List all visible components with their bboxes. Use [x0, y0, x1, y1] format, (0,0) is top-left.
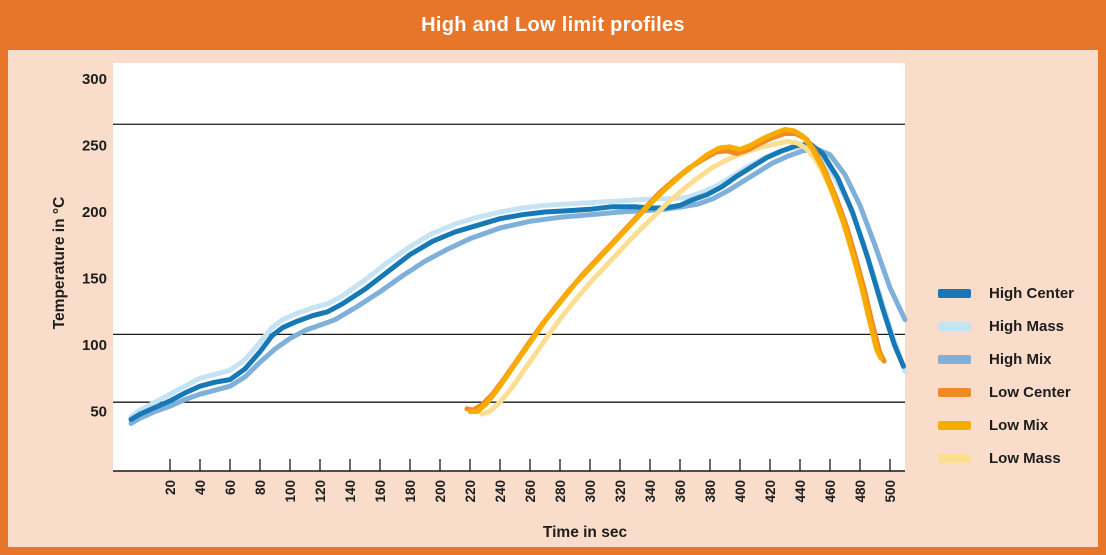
legend-label: Low Center — [989, 384, 1071, 401]
plot-area — [113, 63, 905, 471]
y-tick-label: 250 — [82, 138, 107, 155]
x-tick-label: 280 — [553, 480, 568, 503]
x-tick-label: 400 — [733, 480, 748, 503]
x-tick-label: 200 — [433, 480, 448, 503]
x-tick-label: 180 — [403, 480, 418, 503]
legend-item: High Mix — [938, 343, 1074, 376]
x-tick-label: 300 — [583, 480, 598, 503]
legend-item: High Center — [938, 277, 1074, 310]
legend-swatch — [938, 388, 971, 397]
y-tick-label: 50 — [90, 404, 107, 421]
x-tick-label: 40 — [193, 480, 208, 495]
legend-item: Low Center — [938, 376, 1074, 409]
y-tick-label: 300 — [82, 71, 107, 88]
y-axis-title: Temperature in °C — [51, 197, 68, 330]
legend-swatch — [938, 421, 971, 430]
x-tick-label: 100 — [283, 480, 298, 503]
x-tick-label: 240 — [493, 480, 508, 503]
x-tick-label: 220 — [463, 480, 478, 503]
legend-item: Low Mass — [938, 442, 1074, 475]
legend-label: High Center — [989, 285, 1075, 302]
legend: High Center High Mass High Mix Low Center Lo… — [938, 277, 1074, 475]
series-line-high-mix — [128, 147, 908, 426]
legend-item: Low Mix — [938, 409, 1074, 442]
x-tick-label: 500 — [883, 480, 898, 503]
legend-item: High Mass — [938, 310, 1074, 343]
x-tick-label: 360 — [673, 480, 688, 503]
page-title: High and Low limit profiles — [421, 13, 685, 36]
legend-label: Low Mass — [989, 450, 1061, 467]
x-tick-label: 480 — [853, 480, 868, 503]
x-tick-label: 160 — [373, 480, 388, 503]
legend-label: Low Mix — [989, 417, 1049, 434]
y-tick-label: 200 — [82, 204, 107, 221]
legend-swatch — [938, 355, 971, 364]
header-bar: High and Low limit profiles — [0, 0, 1106, 50]
x-tick-label: 460 — [823, 480, 838, 503]
x-tick-label: 60 — [223, 480, 238, 495]
x-tick-label: 340 — [643, 480, 658, 503]
x-tick-label: 380 — [703, 480, 718, 503]
x-tick-label: 420 — [763, 480, 778, 503]
x-tick-label: 140 — [343, 480, 358, 503]
x-tick-label: 320 — [613, 480, 628, 503]
legend-label: High Mix — [989, 351, 1052, 368]
y-tick-label: 100 — [82, 337, 107, 354]
x-tick-label: 120 — [313, 480, 328, 503]
x-tick-label: 80 — [253, 480, 268, 495]
chart-panel: 20 40 60 80 100 120 140 160 180 200 220 240 260 280 30… — [8, 50, 1098, 547]
x-tick-label: 440 — [793, 480, 808, 503]
x-axis-title: Time in sec — [543, 524, 628, 541]
y-tick-label: 150 — [82, 271, 107, 288]
legend-swatch — [938, 289, 971, 298]
legend-swatch — [938, 454, 971, 463]
x-tick-label: 20 — [163, 480, 178, 495]
legend-label: High Mass — [989, 318, 1065, 335]
x-tick-label: 260 — [523, 480, 538, 503]
legend-swatch — [938, 322, 971, 331]
series-line-low-mix — [467, 127, 884, 414]
